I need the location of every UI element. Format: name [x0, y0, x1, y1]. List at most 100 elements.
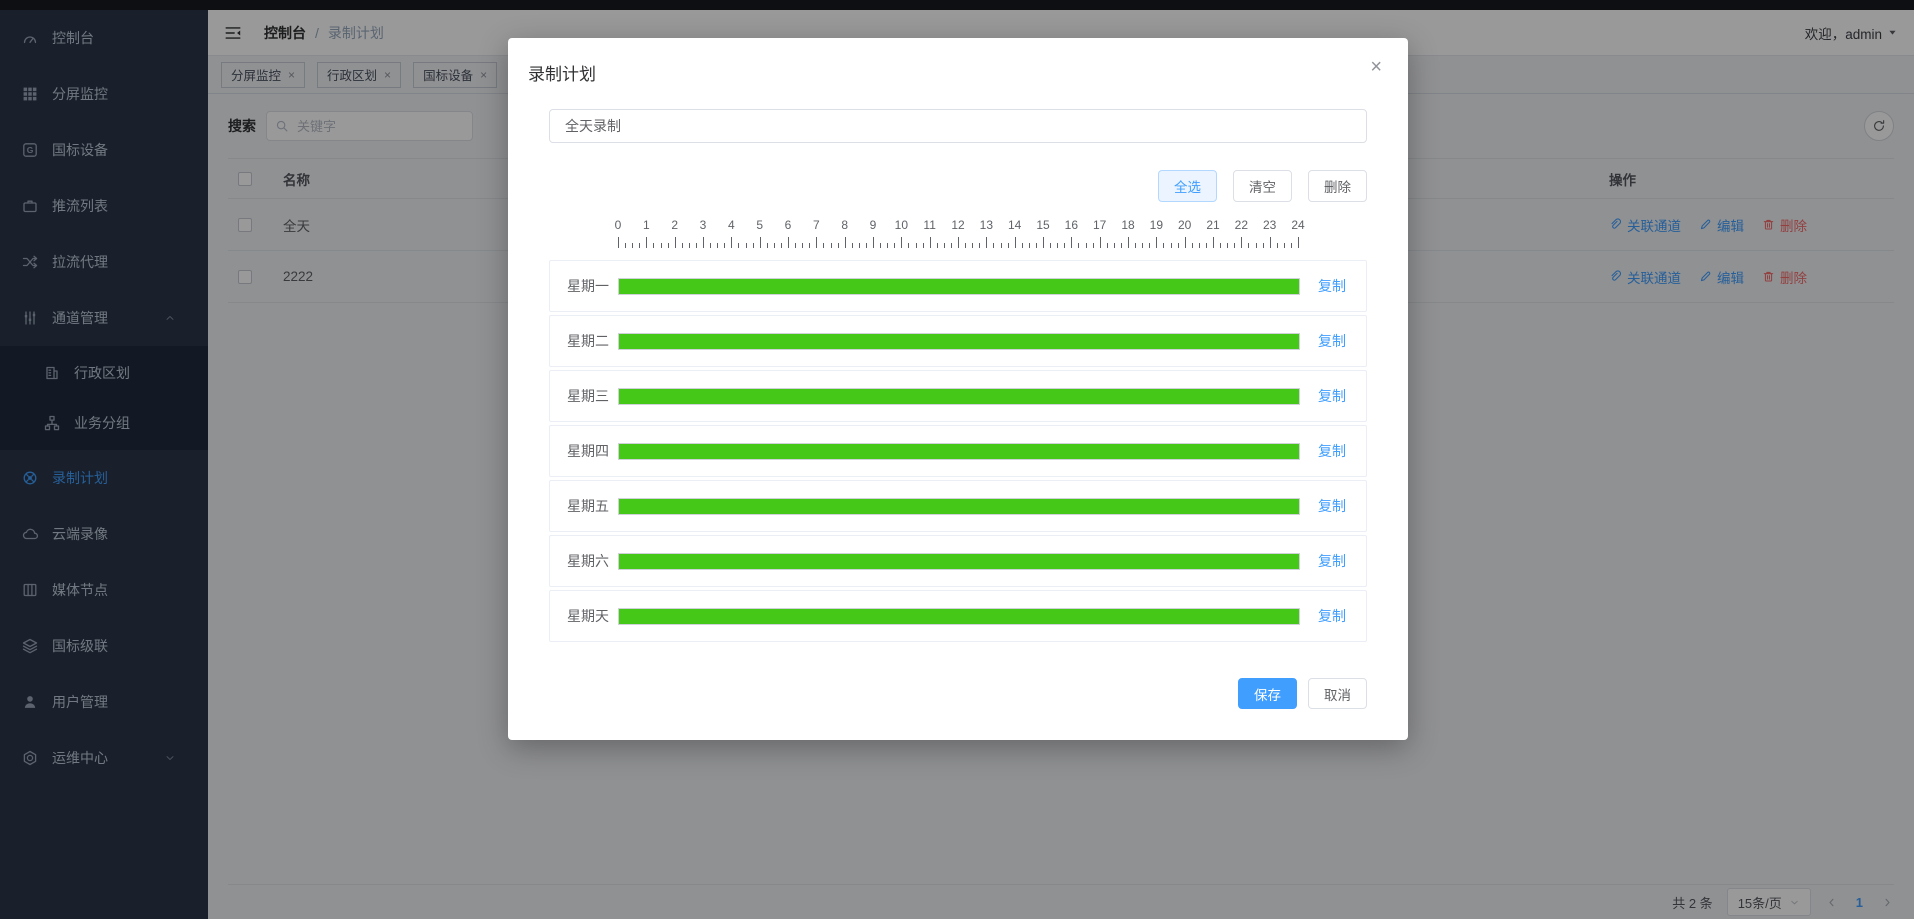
schedule-row[interactable]: 星期三 复制: [549, 370, 1367, 422]
copy-link[interactable]: 复制: [1318, 608, 1346, 624]
schedule-bar[interactable]: [619, 608, 1299, 624]
ruler-tick: [1071, 237, 1073, 248]
view-tab[interactable]: 国标设备 ×: [413, 61, 498, 88]
sidebar-item-console[interactable]: 控制台: [0, 10, 208, 66]
sidebar-item-pull-stream-proxy[interactable]: 拉流代理: [0, 234, 208, 290]
row-checkbox[interactable]: [238, 217, 252, 232]
schedule-row[interactable]: 星期四 复制: [549, 425, 1367, 477]
ruler-tick: [780, 243, 782, 248]
ruler-tick: [1220, 243, 1222, 248]
recording-plan-modal: 录制计划 × 全选 清空 删除 012345678910111213141516…: [508, 38, 1408, 740]
tab-close-icon[interactable]: ×: [480, 67, 488, 82]
prev-page-button[interactable]: [1825, 896, 1838, 909]
close-icon[interactable]: ×: [1370, 56, 1382, 78]
copy-link[interactable]: 复制: [1318, 443, 1346, 459]
breadcrumb-item-console[interactable]: 控制台: [264, 24, 306, 41]
row-checkbox[interactable]: [238, 269, 252, 284]
ruler-hour-label: 8: [841, 218, 848, 232]
edit-link[interactable]: 编辑: [1699, 267, 1744, 287]
associate-channels-link[interactable]: 关联通道: [1609, 267, 1681, 287]
sidebar-item-label: 推流列表: [52, 198, 108, 214]
ruler-tick: [1184, 237, 1186, 248]
schedule-row[interactable]: 星期天 复制: [549, 590, 1367, 642]
caret-down-icon: [1887, 27, 1898, 38]
modal-header: 录制计划 ×: [508, 38, 1408, 85]
associate-channels-link[interactable]: 关联通道: [1609, 215, 1681, 235]
current-page[interactable]: 1: [1855, 894, 1863, 910]
sidebar-item-label: 通道管理: [52, 310, 108, 326]
page-size-select[interactable]: 15条/页: [1726, 888, 1811, 916]
view-tab[interactable]: 行政区划 ×: [317, 61, 402, 88]
sidebar-item-gb-cascade[interactable]: 国标级联: [0, 618, 208, 674]
pagination-total: 共 2 条: [1672, 895, 1713, 911]
sidebar-item-split-screen-monitor[interactable]: 分屏监控: [0, 66, 208, 122]
ruler-tick: [1262, 243, 1264, 248]
ruler-hour-label: 12: [951, 218, 965, 232]
schedule-bar[interactable]: [619, 333, 1299, 349]
delete-button[interactable]: 删除: [1308, 170, 1367, 202]
refresh-button[interactable]: [1864, 111, 1894, 141]
cascade-icon: [22, 638, 38, 654]
plan-name-input[interactable]: [549, 109, 1367, 143]
schedule-row[interactable]: 星期一 复制: [549, 260, 1367, 312]
ruler-tick: [625, 243, 627, 248]
sidebar-item-push-stream-list[interactable]: 推流列表: [0, 178, 208, 234]
sidebar-item-ops-center[interactable]: 运维中心: [0, 730, 208, 786]
sidebar-item-cloud-recording[interactable]: 云端录像: [0, 506, 208, 562]
ruler-tick: [788, 237, 789, 248]
cancel-button[interactable]: 取消: [1308, 678, 1367, 709]
sidebar-item-channel-management[interactable]: 通道管理: [0, 290, 208, 346]
user-menu[interactable]: 欢迎，admin: [1805, 23, 1898, 43]
menu-fold-icon[interactable]: [224, 24, 242, 42]
view-tab[interactable]: 分屏监控 ×: [221, 61, 306, 88]
ruler-tick: [908, 243, 910, 248]
sidebar-item-administrative-divisions[interactable]: 行政区划: [0, 348, 208, 398]
ruler-tick: [745, 243, 747, 248]
sidebar-item-business-groups[interactable]: 业务分组: [0, 398, 208, 448]
district-icon: [44, 365, 60, 381]
search-input[interactable]: [266, 111, 473, 141]
copy-link[interactable]: 复制: [1318, 333, 1346, 349]
ruler-tick: [1078, 243, 1080, 248]
sidebar-item-user-management[interactable]: 用户管理: [0, 674, 208, 730]
sidebar-item-label: 国标级联: [52, 638, 108, 654]
sidebar-item-recording-plan[interactable]: 录制计划: [0, 450, 208, 506]
copy-link[interactable]: 复制: [1318, 278, 1346, 294]
ruler-tick: [1099, 237, 1101, 248]
modal-footer: 保存 取消: [549, 678, 1367, 709]
schedule-bar[interactable]: [619, 443, 1299, 459]
sidebar-item-label: 行政区划: [74, 365, 130, 381]
schedule-row[interactable]: 星期二 复制: [549, 315, 1367, 367]
select-all-checkbox[interactable]: [238, 171, 252, 186]
ruler-tick: [1298, 237, 1299, 248]
delete-link[interactable]: 删除: [1762, 267, 1807, 287]
edit-link[interactable]: 编辑: [1699, 215, 1744, 235]
view-tab-label: 国标设备: [423, 69, 474, 83]
tab-close-icon[interactable]: ×: [288, 67, 296, 82]
view-tab-label: 分屏监控: [231, 69, 282, 83]
sidebar-item-gb-devices[interactable]: G 国标设备: [0, 122, 208, 178]
clear-button[interactable]: 清空: [1233, 170, 1292, 202]
copy-link[interactable]: 复制: [1318, 498, 1346, 514]
delete-link[interactable]: 删除: [1762, 215, 1807, 235]
schedule-row[interactable]: 星期六 复制: [549, 535, 1367, 587]
select-all-button[interactable]: 全选: [1158, 170, 1217, 202]
schedule-bar[interactable]: [619, 553, 1299, 569]
weekday-label: 星期四: [567, 443, 609, 459]
ruler-tick: [958, 237, 959, 248]
ruler-tick: [1021, 243, 1023, 248]
ruler-tick: [639, 243, 641, 248]
copy-link[interactable]: 复制: [1318, 388, 1346, 404]
save-button[interactable]: 保存: [1238, 678, 1297, 709]
schedule-row[interactable]: 星期五 复制: [549, 480, 1367, 532]
row-actions: 关联通道 编辑 删除: [1609, 267, 1894, 287]
ruler-tick: [950, 243, 952, 248]
copy-link[interactable]: 复制: [1318, 553, 1346, 569]
schedule-bar[interactable]: [619, 388, 1299, 404]
schedule-bar[interactable]: [619, 278, 1299, 294]
schedule-bar[interactable]: [619, 498, 1299, 514]
sidebar-item-media-nodes[interactable]: 媒体节点: [0, 562, 208, 618]
ruler-tick: [901, 237, 903, 248]
tab-close-icon[interactable]: ×: [384, 67, 392, 82]
next-page-button[interactable]: [1881, 896, 1894, 909]
